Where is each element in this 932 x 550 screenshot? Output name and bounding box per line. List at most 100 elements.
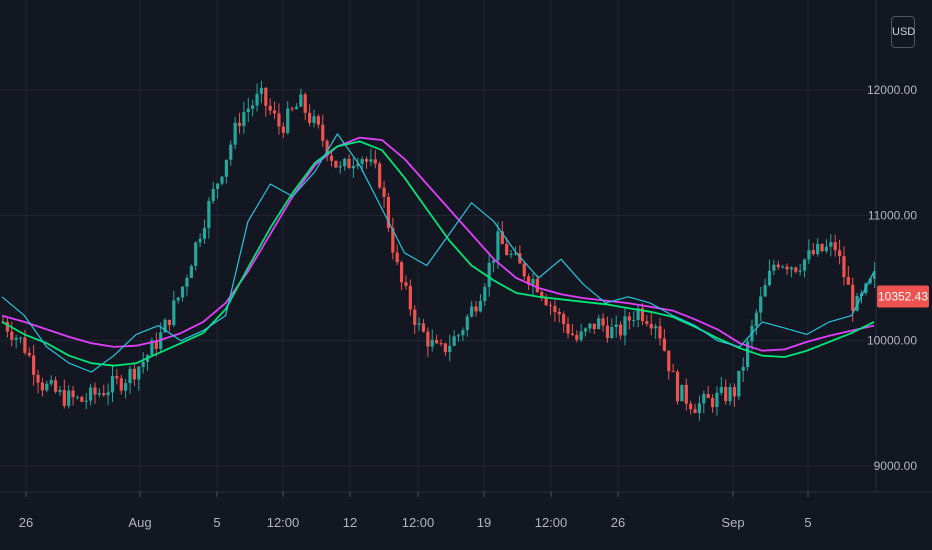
x-tick-label: 12:00: [402, 515, 435, 530]
candle-body: [439, 343, 443, 345]
candle-body: [544, 297, 548, 306]
candle-body: [557, 311, 561, 315]
candle-body: [185, 277, 189, 287]
candle-body: [141, 361, 145, 367]
candle-body: [71, 390, 75, 398]
candle-body: [404, 282, 408, 286]
candle-body: [719, 386, 723, 393]
candle-body: [500, 231, 504, 245]
candle-body: [242, 112, 246, 127]
candle-body: [264, 87, 268, 106]
candle-body: [202, 228, 207, 239]
candle-body: [198, 238, 202, 243]
candle-body: [364, 159, 369, 162]
candle-body: [689, 403, 693, 410]
candle-body: [325, 140, 329, 156]
candle-body: [491, 260, 496, 263]
candle-body: [535, 278, 539, 293]
currency-label: USD: [892, 26, 916, 38]
candle-body: [807, 250, 811, 260]
candle-body: [45, 383, 49, 391]
time-axis[interactable]: 26 Aug 5 12:00 12 12:00 19 12:00 26 Sep 5: [19, 492, 812, 530]
candle-body: [702, 393, 706, 404]
candle-body: [518, 253, 522, 264]
candle-body: [785, 266, 789, 270]
candle-body: [14, 337, 18, 340]
candle-body: [237, 122, 242, 127]
candle-body: [435, 339, 439, 344]
candle-body: [154, 340, 158, 349]
ma-slow-line: [1, 136, 875, 352]
currency-button[interactable]: USD: [891, 16, 915, 48]
candle-body: [124, 383, 128, 391]
candle-body: [18, 337, 23, 339]
candle-body: [110, 376, 115, 393]
candle-body: [776, 264, 780, 268]
x-tick-label: Sep: [721, 515, 744, 530]
candle-body: [369, 159, 373, 162]
candle-body: [408, 285, 412, 310]
x-tick-label: 26: [611, 515, 625, 530]
candle-body: [802, 259, 807, 271]
candle-body: [102, 393, 106, 396]
candle-body: [527, 276, 531, 285]
candle-body: [308, 112, 312, 123]
candle-body: [816, 243, 820, 255]
candle-body: [583, 328, 588, 332]
candle-body: [84, 400, 88, 402]
candle-body: [693, 409, 697, 414]
candle-body: [724, 386, 728, 402]
candle-body: [772, 264, 776, 271]
price-axis[interactable]: 9000.00 10000.00 11000.00 12000.00: [867, 83, 917, 473]
candle-body: [259, 87, 264, 94]
candle-body: [496, 231, 500, 261]
candle-body: [391, 228, 395, 253]
last-price-box: [877, 285, 929, 308]
candle-body: [356, 163, 360, 166]
candle-body: [36, 374, 40, 383]
candle-body: [216, 183, 220, 189]
last-price-text: 10352.43: [878, 289, 928, 303]
candle-body: [855, 296, 859, 311]
candle-body: [224, 159, 228, 177]
candle-body: [662, 338, 666, 351]
candle-body: [251, 105, 255, 109]
candle-body: [343, 158, 347, 167]
x-tick-label: 26: [19, 515, 33, 530]
candle-body: [456, 335, 461, 337]
y-tick-label: 10000.00: [867, 334, 917, 348]
candle-body: [728, 387, 732, 402]
candle-body: [321, 124, 325, 141]
candle-body: [833, 242, 837, 251]
candle-body: [789, 267, 793, 270]
candle-body: [487, 262, 491, 287]
candle-body: [430, 339, 434, 347]
candle-body: [172, 300, 176, 326]
x-tick-label: 5: [213, 515, 220, 530]
candle-body: [75, 396, 80, 398]
candle-body: [540, 292, 544, 298]
candle-body: [614, 324, 618, 328]
candle-body: [137, 366, 141, 380]
candle-body: [413, 309, 417, 325]
candle-body: [443, 343, 447, 353]
candle-body: [67, 390, 71, 406]
candle-body: [132, 368, 136, 380]
moving-average-lines: [1, 133, 875, 373]
candle-body: [842, 256, 846, 278]
candle-body: [513, 253, 518, 255]
candle-body: [859, 293, 864, 297]
candle-body: [382, 187, 386, 197]
candle-body: [119, 378, 123, 391]
y-tick-label: 12000.00: [867, 83, 917, 97]
candle-body: [5, 322, 9, 332]
ma-fast-line: [1, 133, 875, 373]
candle-body: [781, 266, 785, 268]
candle-body: [465, 316, 469, 331]
candle-body: [846, 277, 850, 285]
candle-body: [505, 244, 509, 255]
candle-body: [737, 370, 741, 397]
candle-body: [697, 403, 702, 414]
candle-body: [163, 319, 167, 333]
